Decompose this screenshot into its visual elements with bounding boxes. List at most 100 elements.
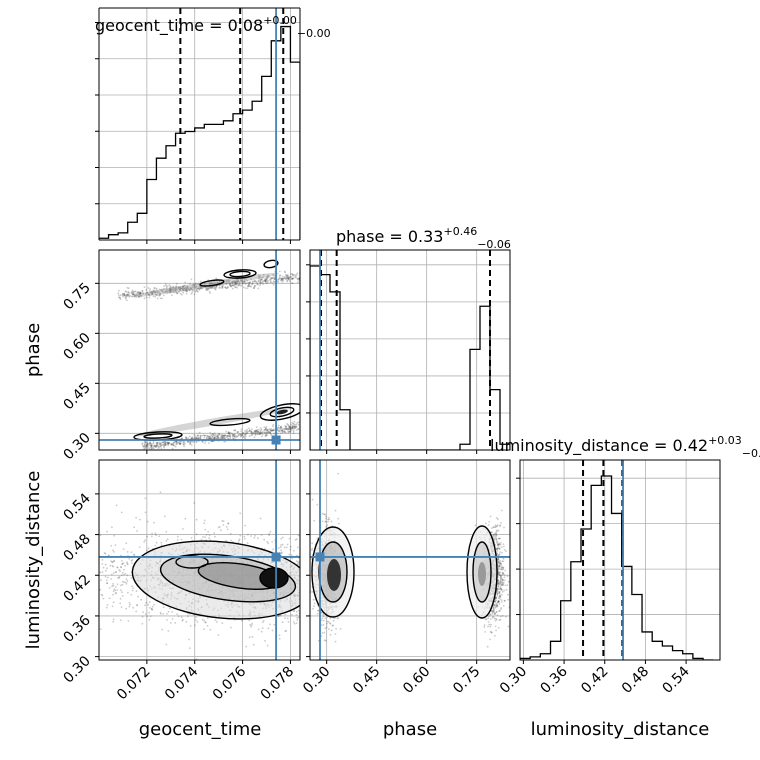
- sample-point: [175, 441, 178, 444]
- sample-point: [180, 538, 183, 541]
- sample-point: [485, 618, 488, 620]
- sample-point: [185, 290, 188, 293]
- sample-point: [113, 560, 116, 562]
- sample-point: [279, 546, 282, 548]
- sample-point: [126, 563, 129, 566]
- sample-point: [280, 279, 283, 282]
- sample-point: [252, 287, 255, 289]
- sample-point: [150, 290, 153, 293]
- sample-point: [205, 434, 208, 437]
- sample-point: [161, 628, 164, 631]
- sample-point: [256, 433, 259, 436]
- sample-point: [283, 428, 286, 431]
- sample-point: [290, 282, 293, 284]
- sample-point: [490, 631, 493, 634]
- sample-point: [281, 536, 284, 539]
- sample-point: [183, 287, 186, 290]
- sample-point: [270, 278, 272, 281]
- sample-point: [292, 423, 295, 425]
- sample-point: [259, 275, 261, 278]
- sample-point: [265, 276, 268, 279]
- sample-point: [160, 444, 162, 447]
- sample-point: [493, 533, 495, 536]
- sample-point: [269, 281, 272, 284]
- sample-point: [115, 571, 118, 573]
- sample-point: [496, 601, 499, 603]
- sample-point: [213, 287, 216, 290]
- sample-point: [279, 426, 282, 429]
- sample-point: [148, 296, 151, 299]
- sample-point: [132, 553, 135, 556]
- sample-point: [278, 427, 281, 430]
- sample-point: [186, 288, 189, 291]
- sample-point: [121, 591, 123, 594]
- sample-point: [247, 281, 250, 284]
- sample-point: [221, 437, 224, 440]
- sample-point: [287, 275, 290, 278]
- sample-point: [497, 627, 500, 629]
- sample-point: [269, 431, 271, 434]
- sample-point: [291, 424, 294, 427]
- sample-point: [136, 603, 138, 606]
- sample-point: [170, 443, 173, 446]
- sample-point: [221, 436, 224, 438]
- sample-point: [285, 273, 287, 276]
- sample-point: [490, 631, 493, 634]
- sample-point: [143, 297, 146, 300]
- sample-point: [135, 294, 138, 296]
- sample-point: [111, 585, 113, 588]
- sample-point: [204, 434, 206, 437]
- sample-point: [265, 278, 267, 281]
- sample-point: [290, 277, 293, 280]
- sample-point: [228, 280, 231, 282]
- sample-point: [202, 536, 205, 538]
- sample-point: [243, 280, 246, 283]
- sample-point: [287, 278, 289, 280]
- sample-point: [278, 276, 281, 279]
- sample-point: [235, 280, 238, 283]
- sample-point: [109, 564, 112, 567]
- sample-point: [213, 532, 216, 534]
- sample-point: [272, 429, 275, 432]
- sample-point: [160, 541, 163, 544]
- sample-point: [116, 589, 119, 591]
- sample-point: [102, 566, 105, 569]
- sample-point: [258, 428, 260, 431]
- sample-point: [119, 589, 122, 591]
- sample-point: [286, 543, 289, 546]
- sample-point: [217, 526, 220, 529]
- sample-point: [264, 429, 266, 431]
- sample-point: [192, 441, 195, 444]
- sample-point: [195, 533, 198, 535]
- sample-point: [488, 521, 491, 523]
- sample-point: [137, 291, 139, 294]
- sample-point: [178, 287, 180, 289]
- sample-point: [208, 442, 210, 444]
- sample-point: [152, 440, 155, 443]
- sample-point: [487, 524, 490, 526]
- sample-point: [291, 278, 294, 280]
- sample-point: [112, 565, 115, 568]
- sample-point: [151, 291, 154, 294]
- sample-point: [131, 589, 134, 592]
- sample-point: [179, 287, 182, 290]
- sample-point: [157, 447, 160, 450]
- sample-point: [169, 285, 172, 288]
- sample-point: [213, 436, 216, 439]
- sample-point: [285, 278, 287, 280]
- sample-point: [324, 627, 327, 630]
- sample-point: [280, 544, 282, 546]
- sample-point: [213, 434, 215, 437]
- sample-point: [212, 433, 214, 436]
- sample-point: [286, 277, 288, 280]
- sample-point: [185, 289, 188, 292]
- grid-luminosity-distance-histogram-y: [520, 477, 720, 615]
- sample-point: [228, 283, 231, 286]
- sample-point: [224, 286, 227, 289]
- sample-point: [152, 290, 155, 293]
- sample-point: [214, 288, 217, 291]
- sample-point: [179, 292, 182, 295]
- sample-point: [143, 443, 146, 446]
- sample-point: [273, 281, 276, 284]
- sample-point: [494, 600, 496, 603]
